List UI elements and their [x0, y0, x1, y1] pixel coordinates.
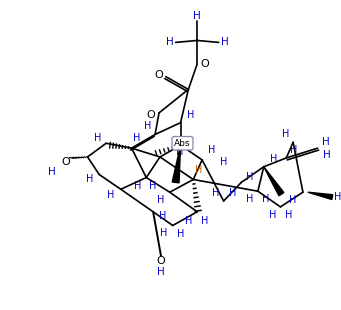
Text: O: O: [157, 256, 165, 266]
Text: H: H: [86, 175, 93, 184]
Text: H: H: [107, 190, 115, 200]
Text: H: H: [144, 121, 151, 131]
Text: H: H: [262, 194, 269, 204]
Text: H: H: [270, 154, 277, 164]
Text: O: O: [154, 70, 163, 80]
Text: H: H: [333, 192, 341, 202]
Text: H: H: [149, 181, 157, 191]
Text: H: H: [134, 181, 141, 191]
Text: H: H: [269, 210, 276, 220]
Polygon shape: [308, 192, 333, 200]
Polygon shape: [264, 167, 284, 196]
Polygon shape: [172, 145, 180, 183]
Text: H: H: [157, 195, 165, 205]
Text: H: H: [201, 215, 209, 226]
Text: H: H: [220, 157, 227, 167]
Text: H: H: [177, 229, 184, 239]
Text: H: H: [157, 267, 165, 277]
Text: H: H: [284, 210, 292, 220]
Text: H: H: [193, 11, 201, 21]
Text: H: H: [229, 188, 236, 198]
Text: H: H: [322, 137, 329, 147]
Text: H: H: [208, 145, 216, 155]
Text: H: H: [160, 228, 167, 238]
Text: O: O: [62, 157, 70, 167]
Text: H: H: [247, 171, 254, 182]
Text: H: H: [166, 38, 174, 47]
Text: H: H: [221, 38, 228, 47]
Text: H: H: [187, 110, 194, 120]
Text: H: H: [323, 150, 330, 160]
Text: H: H: [133, 133, 140, 143]
Text: H: H: [185, 215, 192, 226]
Text: Abs: Abs: [174, 139, 191, 148]
Text: O: O: [147, 110, 155, 120]
Text: H: H: [176, 147, 183, 157]
Text: H: H: [282, 130, 289, 140]
Text: H: H: [94, 133, 101, 143]
Text: O: O: [201, 59, 209, 69]
Text: H: H: [290, 195, 297, 205]
Text: H: H: [195, 165, 203, 175]
Text: H: H: [212, 188, 220, 198]
Text: H: H: [247, 194, 254, 204]
Text: H: H: [48, 167, 56, 177]
Text: H: H: [291, 145, 298, 155]
Text: H: H: [159, 211, 167, 221]
